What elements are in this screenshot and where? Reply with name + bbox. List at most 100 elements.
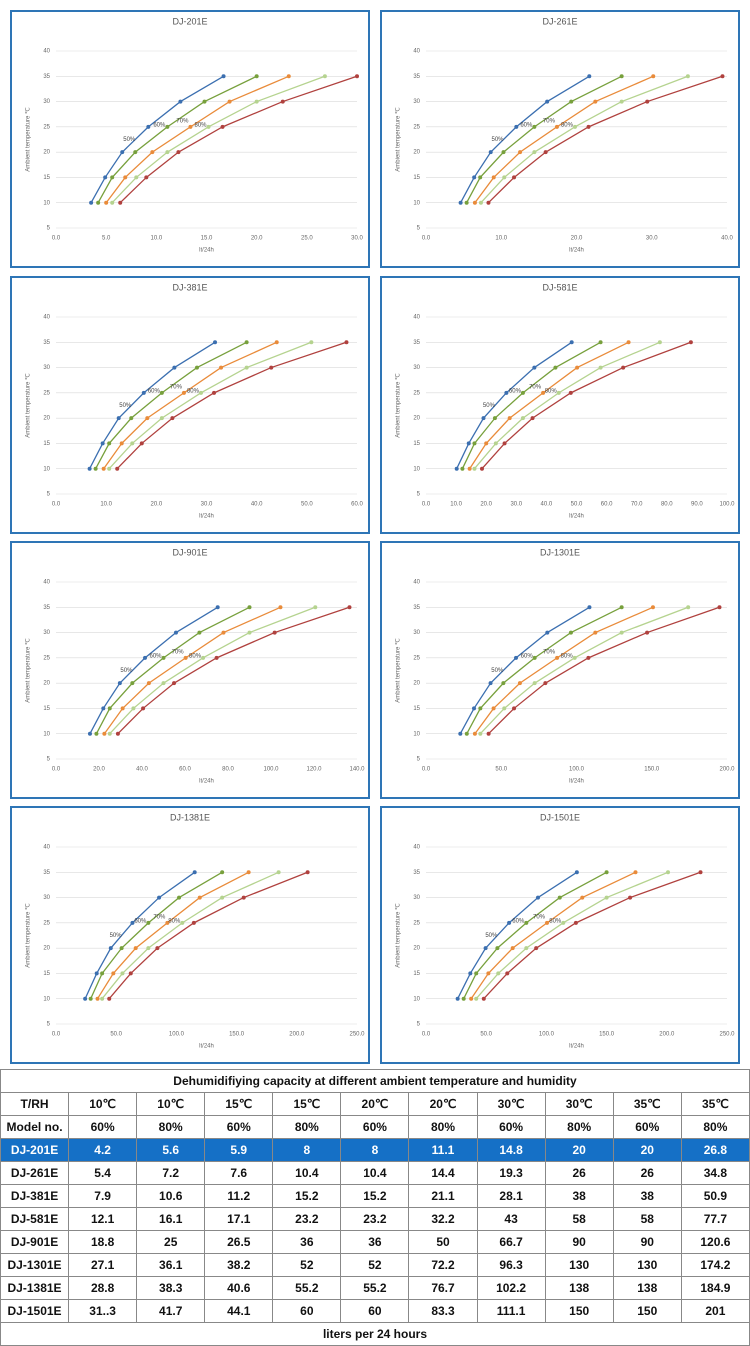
x-tick-label: 30.0 (646, 236, 658, 242)
data-point (100, 971, 105, 976)
chart: DJ-201E 5 10 15 20 25 30 35 40 0.0 5.0 10.0 15.0 20.0… (26, 16, 364, 253)
data-point (96, 200, 101, 205)
value-cell: 5.6 (136, 1138, 206, 1162)
header-cell: 60% (204, 1115, 274, 1139)
value-cell: 23.2 (340, 1207, 410, 1231)
data-point (472, 731, 477, 736)
series-annotation: 70% (172, 649, 185, 655)
value-cell: 138 (612, 1276, 682, 1300)
table-row: DJ-1381E 28.8 38.3 40.6 55.2 55.2 76.7 102.2 138… (0, 1276, 750, 1300)
y-tick-label: 35 (43, 340, 50, 346)
value-cell: 174.2 (680, 1253, 750, 1277)
series-annotation: 60% (149, 653, 162, 659)
model-cell: DJ-1301E (0, 1253, 70, 1277)
value-cell: 111.1 (476, 1299, 546, 1323)
y-tick-label: 35 (43, 605, 50, 611)
series-line (480, 75, 689, 204)
chart: DJ-1381E 5 10 15 20 25 30 35 40 0.0 50.0 100.0 150.0… (26, 812, 366, 1049)
data-point (478, 706, 483, 711)
data-point (518, 150, 523, 155)
data-point (717, 605, 722, 610)
series-line (109, 606, 316, 735)
data-point (280, 99, 285, 104)
y-axis-label: Ambient temperature ℃ (396, 903, 402, 968)
value-cell: 8 (272, 1138, 342, 1162)
data-point (247, 630, 252, 635)
data-point (130, 681, 135, 686)
x-tick-label: 10.0 (495, 236, 507, 242)
x-tick-label: 80.0 (661, 502, 673, 508)
series-annotation: 60% (148, 388, 161, 394)
data-point (472, 175, 477, 180)
x-tick-label: 100.0 (263, 767, 279, 773)
value-cell: 60 (272, 1299, 342, 1323)
data-point (272, 630, 277, 635)
series-line (96, 871, 249, 1000)
data-point (180, 920, 185, 925)
y-tick-label: 30 (413, 99, 420, 105)
value-cell: 55.2 (340, 1276, 410, 1300)
y-tick-label: 20 (413, 681, 420, 687)
header-cell: 80% (272, 1115, 342, 1139)
y-tick-label: 15 (43, 971, 50, 977)
chart-title: DJ-1501E (540, 812, 580, 822)
value-cell: 26.5 (204, 1230, 274, 1254)
y-axis-label: Ambient temperature ℃ (26, 638, 32, 703)
value-cell: 38 (612, 1184, 682, 1208)
value-cell: 150 (544, 1299, 614, 1323)
header-cell: 80% (544, 1115, 614, 1139)
series-line (90, 871, 223, 999)
x-tick-label: 70.0 (631, 502, 643, 508)
y-tick-label: 25 (43, 390, 50, 396)
x-tick-label: 80.0 (222, 767, 234, 773)
data-point (501, 150, 506, 155)
value-cell: 58 (612, 1207, 682, 1231)
data-point (305, 870, 310, 875)
data-point (561, 920, 566, 925)
chart: DJ-581E 5 10 15 20 25 30 35 40 0.0 10.0 20.0 30.0 40.… (396, 282, 736, 519)
data-point (628, 895, 633, 900)
value-cell: 20 (612, 1138, 682, 1162)
x-tick-label: 120.0 (306, 767, 322, 773)
data-point (524, 946, 529, 951)
chart-panel: DJ-1301E 5 10 15 20 25 30 35 40 0.0 50.0 100.0 150.0… (380, 541, 740, 799)
header-cell: 80% (680, 1115, 750, 1139)
x-tick-label: 0.0 (52, 1032, 61, 1038)
data-point (220, 870, 225, 875)
y-tick-label: 30 (43, 895, 50, 901)
data-point (101, 466, 106, 471)
data-point (541, 390, 546, 395)
series-annotation: 50% (120, 668, 133, 674)
data-point (572, 124, 577, 129)
chart-panel: DJ-581E 5 10 15 20 25 30 35 40 0.0 10.0 20.0 30.0 40.… (380, 276, 740, 534)
data-point (520, 416, 525, 421)
y-tick-label: 25 (43, 655, 50, 661)
data-point (491, 175, 496, 180)
chart-panel: DJ-1501E 5 10 15 20 25 30 35 40 0.0 50.0 100.0 150.0… (380, 806, 740, 1064)
value-cell: 40.6 (204, 1276, 274, 1300)
data-point (83, 996, 88, 1001)
header-cell: 15℃ (272, 1092, 342, 1116)
data-point (532, 365, 537, 370)
data-point (115, 731, 120, 736)
x-tick-label: 250.0 (349, 1032, 365, 1038)
data-point (197, 895, 202, 900)
series-line (95, 341, 247, 470)
data-point (458, 200, 463, 205)
series-annotation: 70% (170, 384, 183, 390)
data-point (543, 681, 548, 686)
y-tick-label: 35 (43, 74, 50, 80)
data-point (468, 971, 473, 976)
x-tick-label: 15.0 (201, 236, 213, 242)
y-tick-label: 15 (413, 441, 420, 447)
data-point (107, 996, 112, 1001)
data-point (309, 340, 314, 345)
series-annotation: 50% (110, 933, 123, 939)
y-tick-label: 25 (43, 124, 50, 130)
data-point (221, 74, 226, 79)
table-title: Dehumidifiying capacity at different amb… (0, 1069, 750, 1093)
series-line (481, 341, 692, 470)
data-point (191, 920, 196, 925)
data-point (141, 390, 146, 395)
y-tick-label: 20 (413, 946, 420, 952)
